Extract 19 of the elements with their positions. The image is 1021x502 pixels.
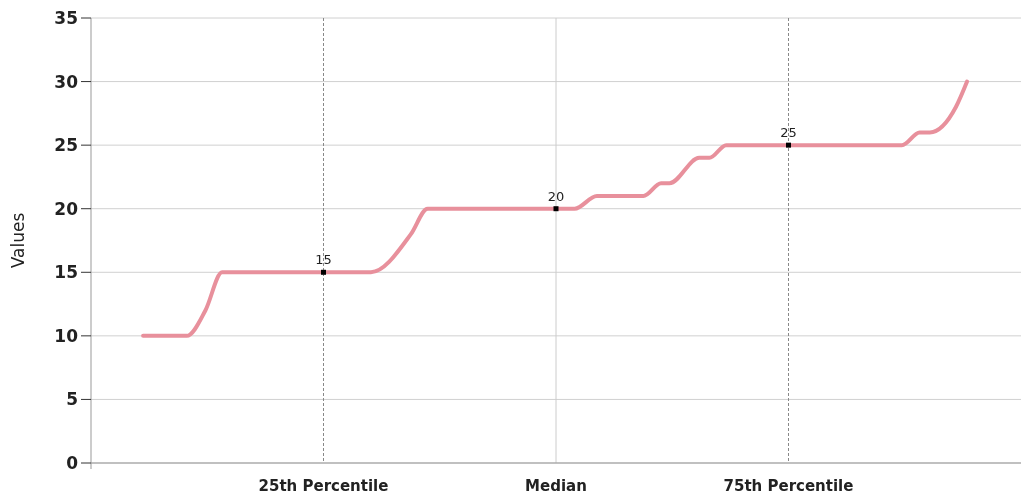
x-tick-label: Median [525,477,587,495]
y-tick-label: 15 [54,262,78,283]
point [553,206,559,212]
y-tick-label: 20 [54,198,79,219]
data-label: 20 [547,188,565,204]
y-tick-label: 25 [54,135,78,156]
y-tick-label: 10 [54,325,79,346]
point [786,142,791,148]
y-tick-label: 0 [66,452,79,473]
x-tick-label: 25th Percentile [258,477,389,495]
data-label: 25 [780,125,797,141]
y-tick-label: 35 [54,7,78,28]
line-series [141,79,970,338]
x-tick-label: 75th Percentile [723,477,854,495]
point [321,269,326,275]
y-tick-label: 30 [54,71,79,92]
y-tick-label: 5 [66,389,78,410]
y-axis-title: Values [8,212,28,269]
data-label: 15 [315,252,332,268]
